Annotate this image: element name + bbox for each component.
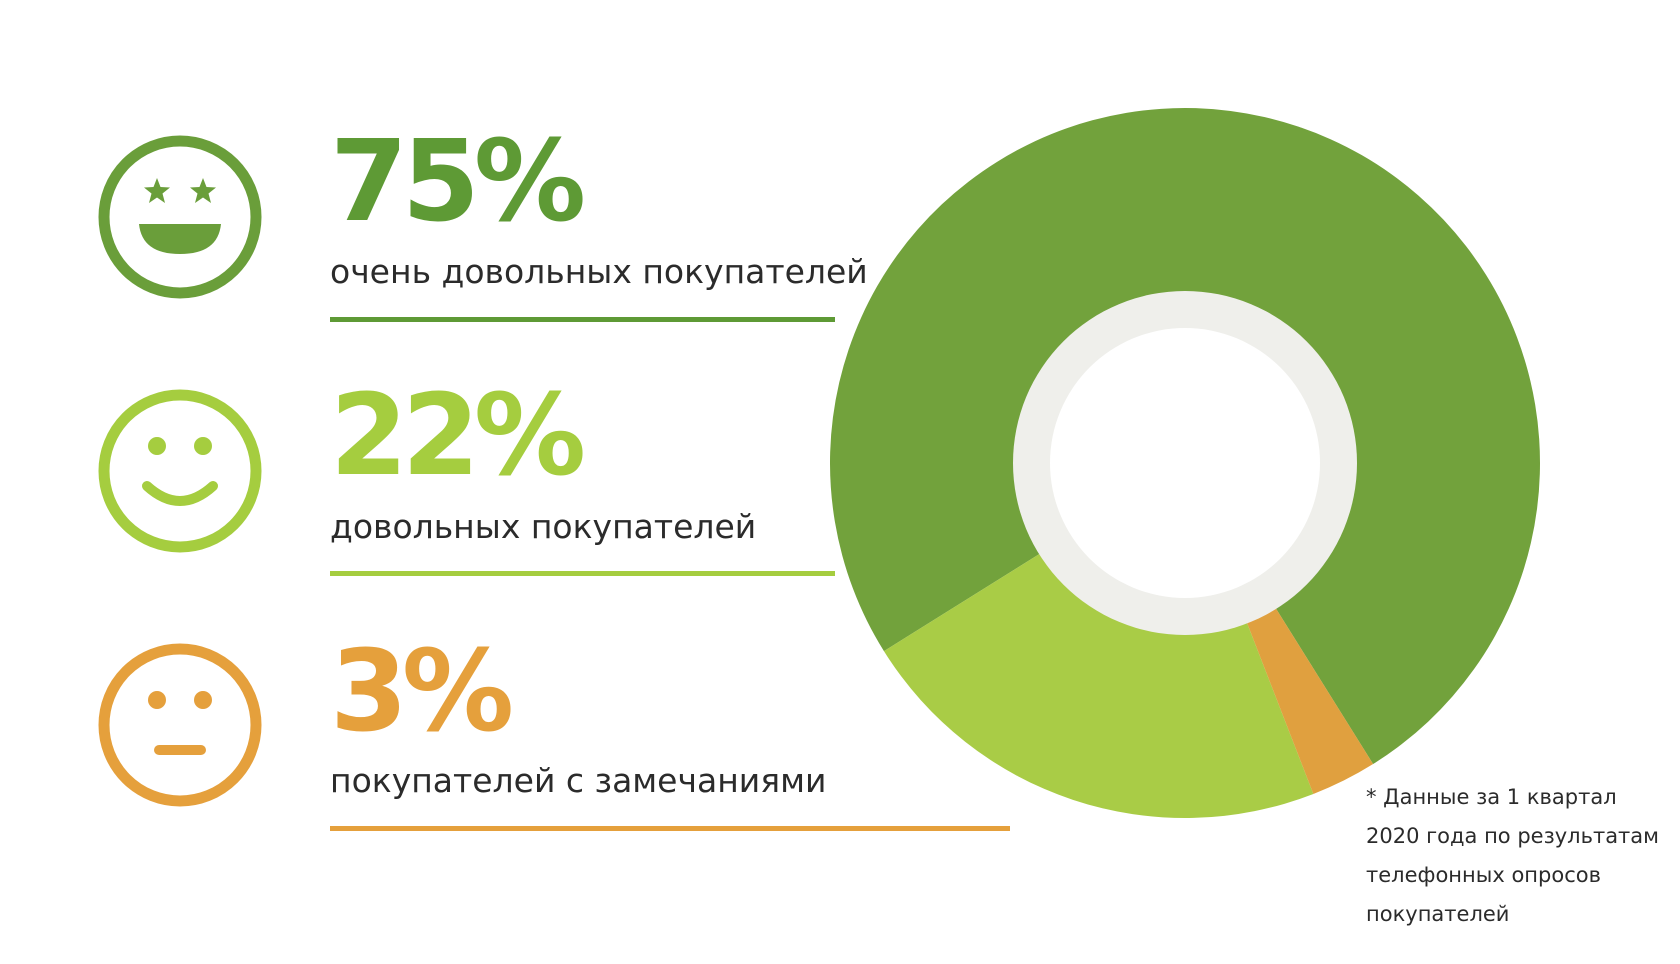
label-very-satisfied: очень довольных покупателей (330, 252, 868, 291)
satisfaction-donut-chart (830, 108, 1540, 818)
label-with-remarks: покупателей с замечаниями (330, 761, 827, 800)
pct-satisfied: 22% (330, 371, 586, 501)
divider-very-satisfied (330, 317, 835, 322)
star-eyes-grin-face-icon (95, 132, 265, 302)
donut-center-hole (1050, 328, 1320, 598)
label-satisfied: довольных покупателей (330, 507, 757, 546)
smile-face-icon (95, 386, 265, 556)
footnote: * Данные за 1 квартал 2020 года по резул… (1366, 785, 1660, 926)
divider-satisfied (330, 571, 835, 576)
star-left (144, 178, 170, 203)
divider-with-remarks (330, 826, 1010, 831)
pct-very-satisfied: 75% (330, 117, 586, 247)
star-right (190, 178, 216, 203)
neutral-face-icon (95, 640, 265, 810)
pct-with-remarks: 3% (330, 627, 514, 757)
